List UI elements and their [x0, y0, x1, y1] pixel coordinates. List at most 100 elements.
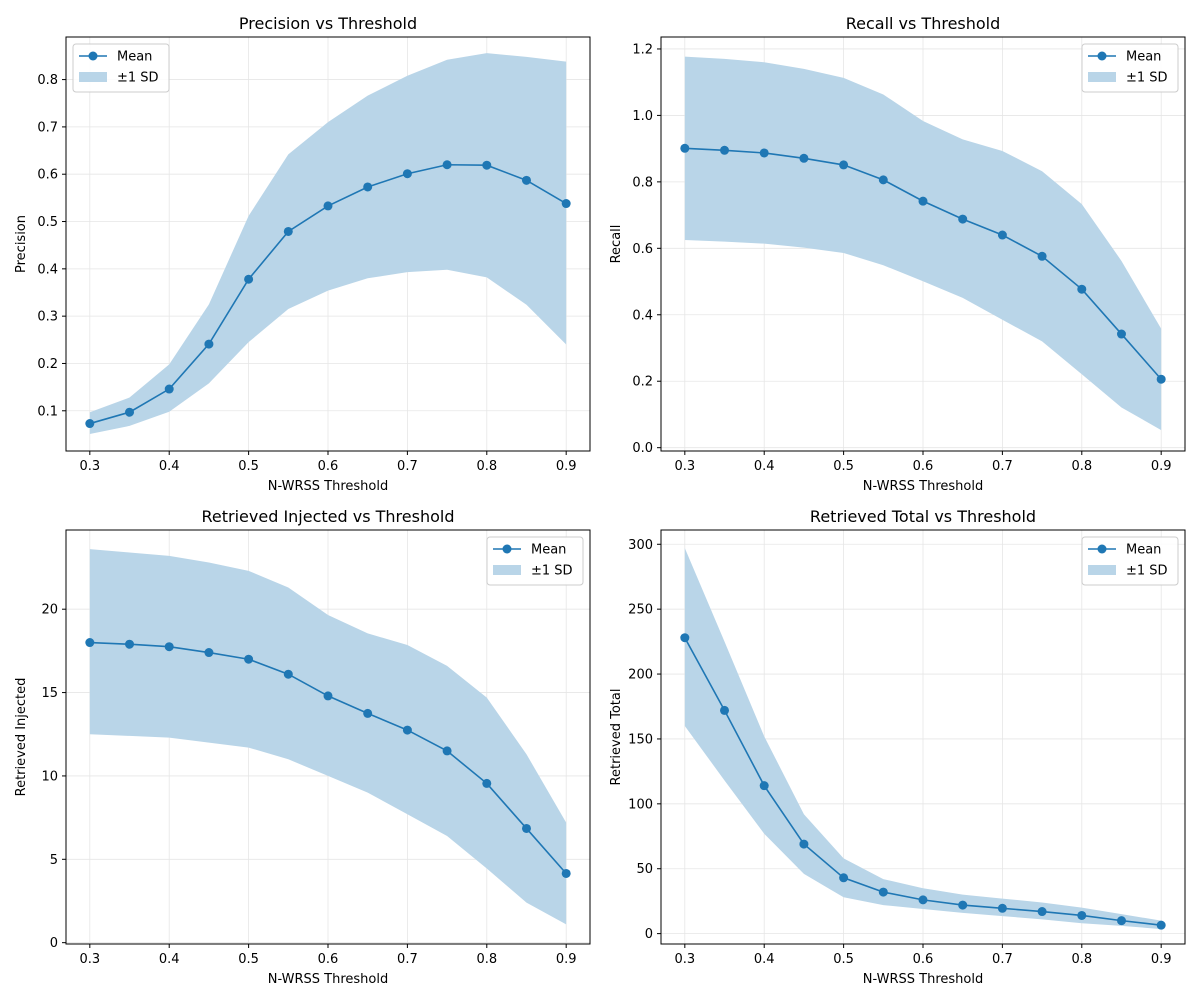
y-tick-label: 0.1 [37, 404, 58, 419]
mean-point [125, 407, 135, 417]
subplot-2: 0.3 0.4 0.5 0.6 0.7 0.8 0.9 0.0 0.2 0.4 0.6 0.8 1.0 1… [609, 14, 1186, 494]
x-tick-label: 0.7 [992, 459, 1013, 474]
mean-point [1037, 907, 1047, 917]
y-tick-label: 0.6 [632, 242, 653, 257]
y-tick-label: 10 [41, 769, 58, 784]
legend-mean-marker [1097, 544, 1107, 554]
legend-band-swatch [1088, 72, 1116, 82]
y-tick-label: 0 [645, 927, 653, 942]
mean-point [283, 226, 293, 236]
mean-point [680, 633, 690, 643]
x-tick-label: 0.4 [754, 459, 775, 474]
sd-band [89, 549, 567, 925]
x-tick-label: 0.4 [754, 952, 775, 967]
legend: Mean ±1 SD [1081, 536, 1179, 586]
mean-point [997, 903, 1007, 913]
mean-point [442, 160, 452, 170]
x-tick-label: 0.5 [238, 952, 259, 967]
mean-point [482, 160, 492, 170]
x-tick-label: 0.5 [833, 459, 854, 474]
y-tick-label: 1.0 [632, 109, 653, 124]
mean-point [402, 725, 412, 735]
y-tick-label: 0.5 [37, 215, 58, 230]
y-tick-label: 0.8 [37, 73, 58, 88]
mean-point [204, 339, 214, 349]
y-axis-label: Retrieved Total [609, 689, 624, 786]
mean-point [839, 160, 849, 170]
y-tick-label: 0.4 [632, 308, 653, 323]
mean-point [799, 839, 809, 849]
mean-point [918, 196, 928, 206]
y-axis-label: Recall [609, 225, 624, 264]
mean-point [521, 175, 531, 185]
mean-point [323, 691, 333, 701]
legend-band-swatch [493, 565, 521, 575]
legend-mean-marker [502, 544, 512, 554]
subplot-4: 0.3 0.4 0.5 0.6 0.7 0.8 0.9 0 50 100 150 200 250 300 R… [609, 507, 1186, 987]
x-tick-label: 0.9 [556, 952, 577, 967]
x-tick-label: 0.8 [476, 459, 497, 474]
mean-point [878, 887, 888, 897]
mean-point [363, 182, 373, 192]
x-tick-label: 0.3 [79, 952, 100, 967]
mean-point [958, 214, 968, 224]
x-tick-label: 0.9 [1151, 459, 1172, 474]
x-tick-label: 0.3 [79, 459, 100, 474]
chart-title: Retrieved Total vs Threshold [810, 507, 1036, 526]
mean-point [85, 419, 95, 429]
x-axis-label: N-WRSS Threshold [863, 479, 983, 494]
mean-point [759, 148, 769, 158]
mean-point [759, 781, 769, 791]
y-tick-label: 150 [628, 732, 653, 747]
x-axis-label: N-WRSS Threshold [268, 479, 388, 494]
y-tick-label: 100 [628, 797, 653, 812]
x-tick-label: 0.6 [318, 459, 339, 474]
y-tick-label: 0.2 [37, 357, 58, 372]
mean-point [561, 868, 571, 878]
x-axis-label: N-WRSS Threshold [863, 972, 983, 987]
legend-band-swatch [1088, 565, 1116, 575]
chart-title: Recall vs Threshold [846, 14, 1001, 33]
mean-point [878, 175, 888, 185]
mean-point [1156, 374, 1166, 384]
mean-point [164, 642, 174, 652]
mean-point [125, 639, 135, 649]
y-tick-label: 0.4 [37, 262, 58, 277]
legend-band-swatch [79, 72, 107, 82]
y-tick-label: 0.7 [37, 120, 58, 135]
mean-point [680, 143, 690, 153]
legend-band-label: ±1 SD [1126, 71, 1168, 86]
x-tick-label: 0.4 [159, 952, 180, 967]
sd-band [684, 56, 1162, 431]
y-tick-label: 20 [41, 603, 58, 618]
x-tick-label: 0.9 [556, 459, 577, 474]
y-tick-label: 0.3 [37, 310, 58, 325]
legend-mean-marker [1097, 51, 1107, 61]
x-tick-label: 0.5 [833, 952, 854, 967]
mean-point [85, 638, 95, 648]
mean-point [1116, 916, 1126, 926]
legend: Mean ±1 SD [486, 536, 584, 586]
y-tick-label: 0.6 [37, 168, 58, 183]
legend-mean-label: Mean [1126, 543, 1161, 558]
mean-point [363, 708, 373, 718]
y-tick-label: 0 [50, 936, 58, 951]
y-axis-label: Retrieved Injected [14, 678, 29, 797]
mean-point [918, 895, 928, 905]
mean-point [283, 669, 293, 679]
y-axis-label: Precision [14, 215, 29, 273]
x-tick-label: 0.5 [238, 459, 259, 474]
mean-point [204, 648, 214, 658]
y-tick-label: 1.2 [632, 42, 653, 57]
chart-title: Retrieved Injected vs Threshold [202, 507, 455, 526]
mean-point [244, 274, 254, 284]
y-tick-label: 0.8 [632, 175, 653, 190]
legend: Mean ±1 SD [1081, 43, 1179, 93]
y-tick-label: 0.2 [632, 375, 653, 390]
mean-point [402, 169, 412, 179]
mean-point [244, 654, 254, 664]
mean-point [521, 823, 531, 833]
legend-mean-label: Mean [1126, 50, 1161, 65]
x-tick-label: 0.7 [992, 952, 1013, 967]
